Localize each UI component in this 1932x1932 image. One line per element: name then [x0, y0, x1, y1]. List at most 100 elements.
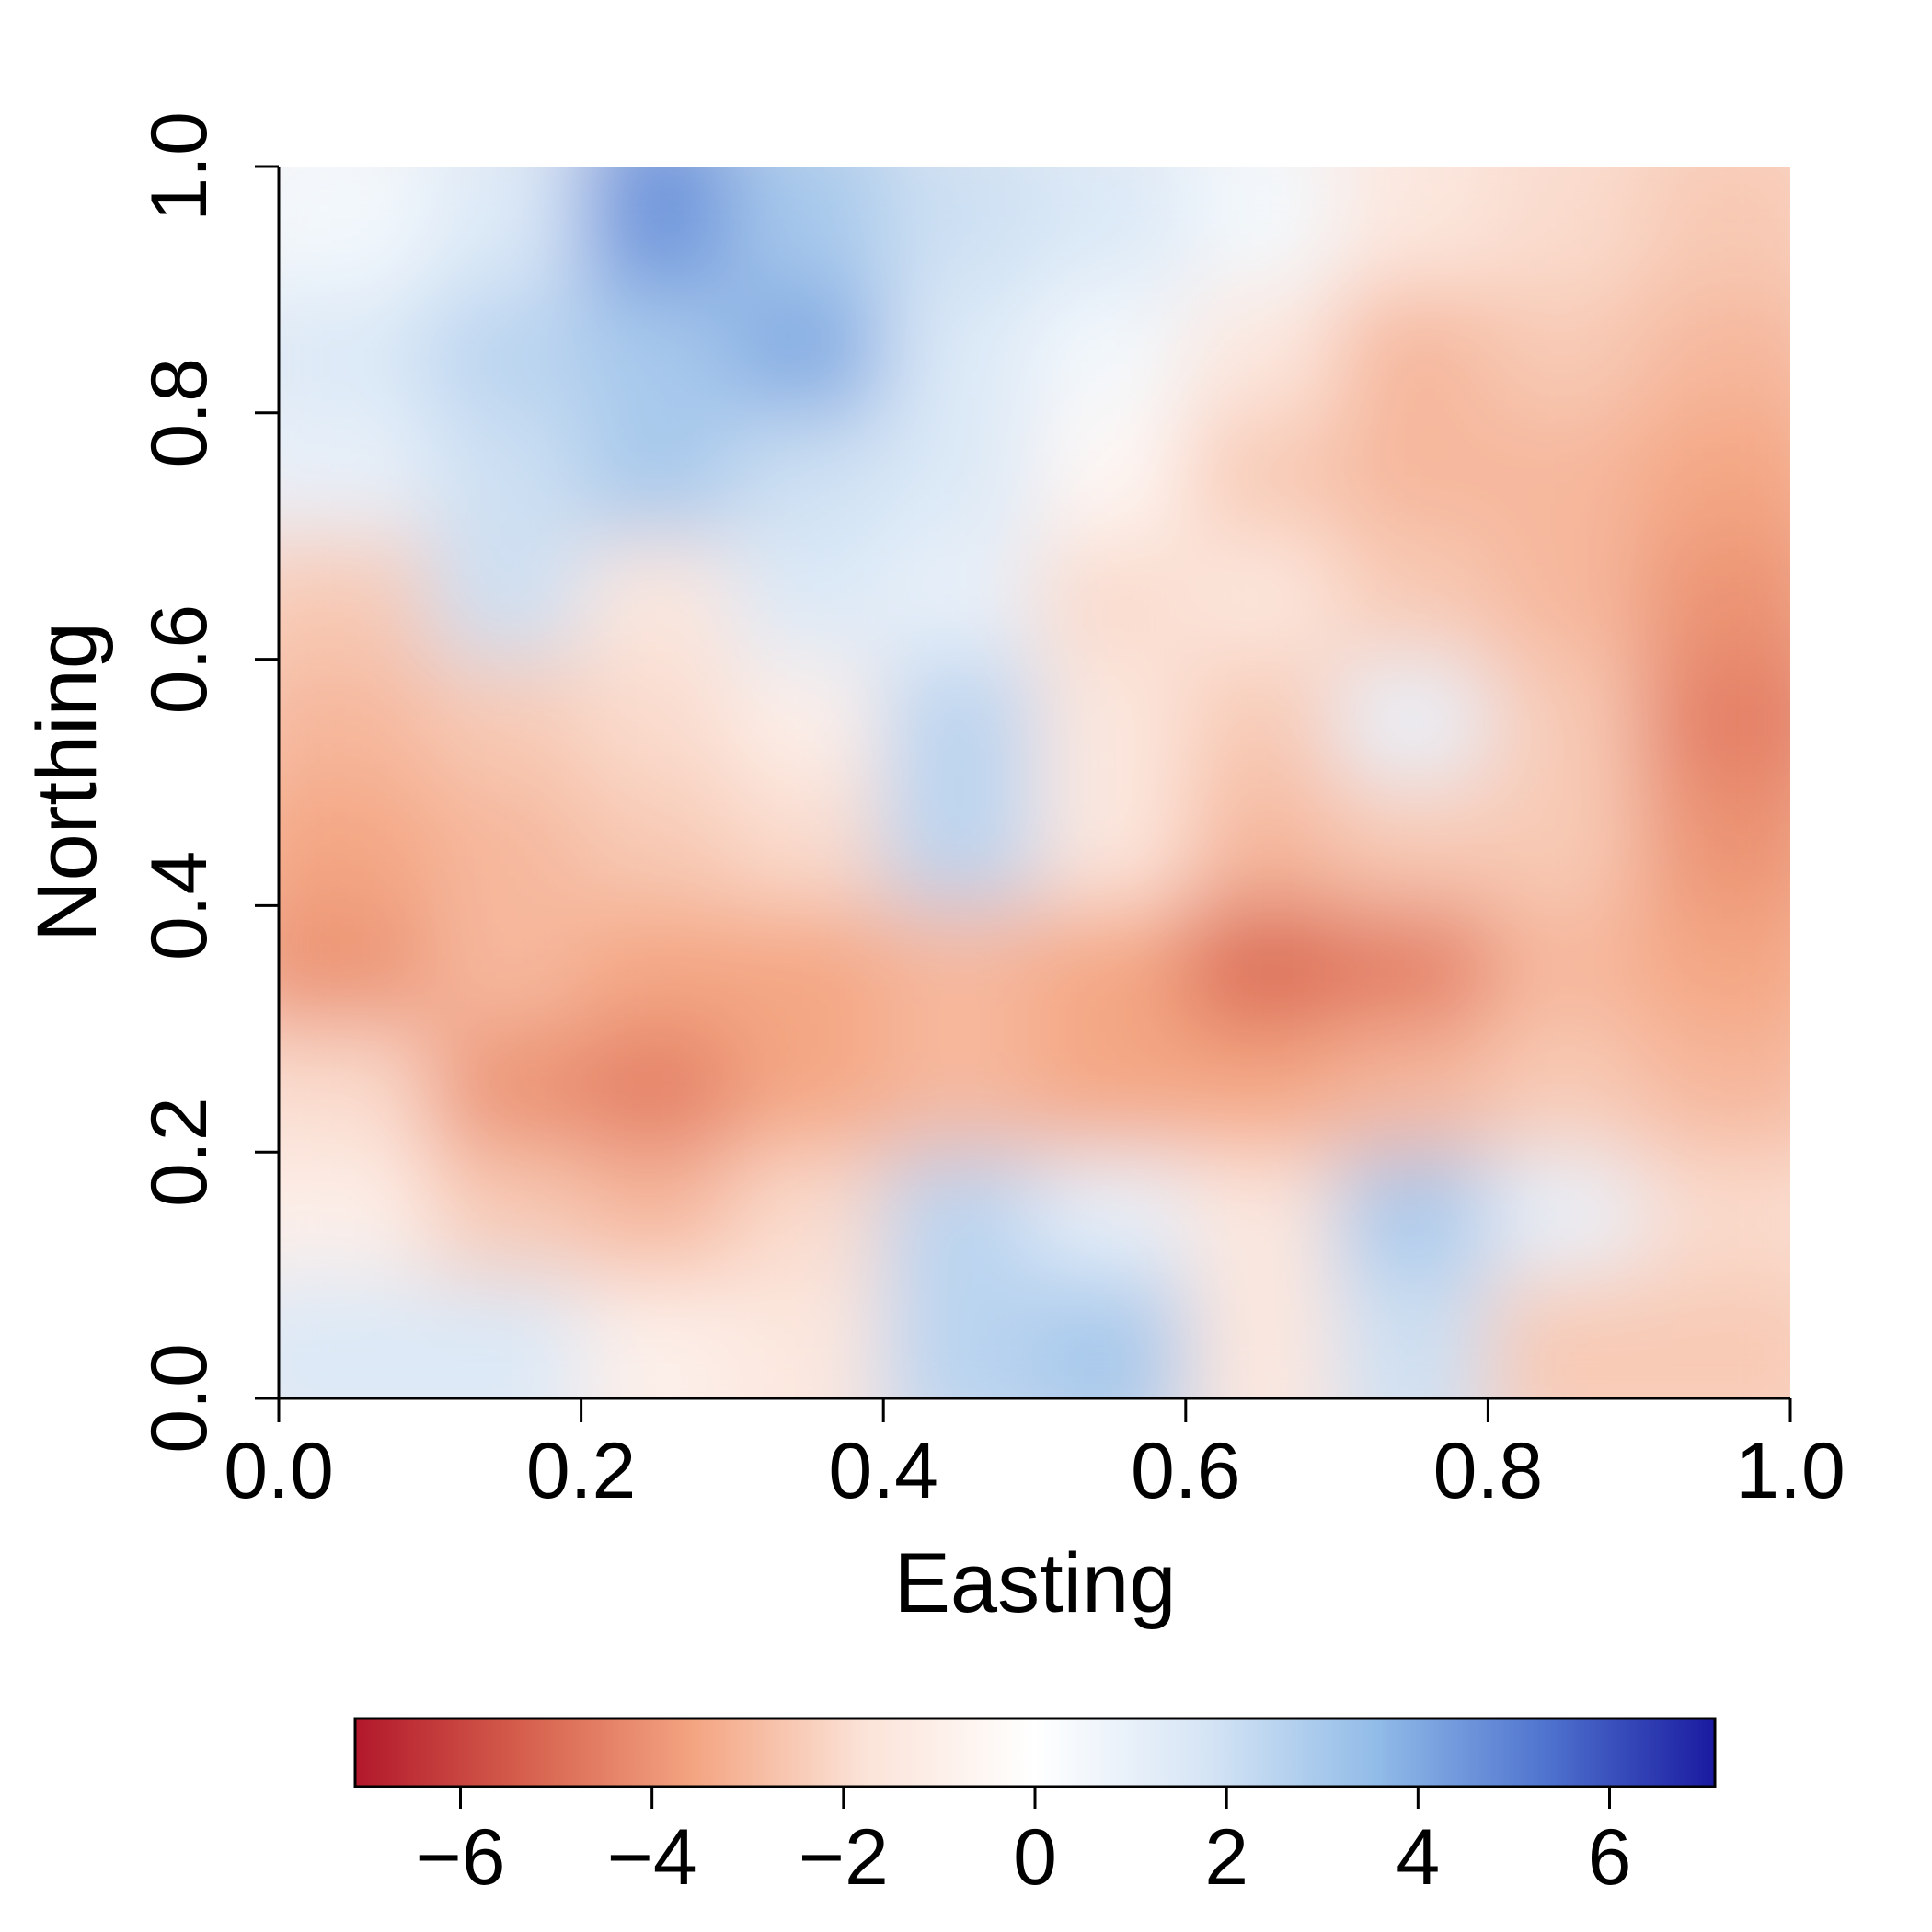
- heatmap-cell: [1639, 412, 1790, 537]
- heatmap-cell: [1185, 782, 1339, 907]
- colorbar-tick-label: 2: [1204, 1813, 1248, 1902]
- heatmap-cell: [883, 1029, 1036, 1154]
- colorbar-bar: [353, 1717, 1717, 1788]
- heatmap-cell: [1185, 1029, 1339, 1154]
- x-axis-title: Easting: [894, 1536, 1177, 1630]
- heatmap-cell: [1639, 905, 1790, 1030]
- heatmap-cell: [883, 782, 1036, 907]
- heatmap-cell: [1185, 659, 1339, 784]
- heatmap-cell: [1488, 1029, 1640, 1154]
- heatmap-cell: [1488, 905, 1640, 1030]
- heatmap-cell: [1488, 289, 1640, 414]
- heatmap-cell: [883, 659, 1036, 784]
- heatmap-cell: [1337, 905, 1489, 1030]
- heatmap-cell: [279, 1029, 431, 1154]
- heatmap-cell: [581, 905, 733, 1030]
- heatmap-cell: [1034, 1152, 1187, 1277]
- y-axis-ticks: 0.0 0.2 0.4 0.6 0.8 1.0: [135, 111, 279, 1454]
- heatmap-cell: [430, 905, 582, 1030]
- heatmap-cell: [1034, 905, 1187, 1030]
- heatmap-cell: [581, 167, 733, 291]
- heatmap-cell: [581, 1029, 733, 1154]
- heatmap-cell: [1337, 1152, 1489, 1277]
- colorbar: −6 −4 −2 0 2 4 6: [353, 1717, 1717, 1902]
- heatmap-cell: [430, 659, 582, 784]
- heatmap-cell: [883, 1152, 1036, 1277]
- heatmap-cell: [1337, 1275, 1489, 1398]
- x-tick-label: 0.6: [1131, 1427, 1241, 1515]
- heatmap-cell: [1488, 782, 1640, 907]
- heatmap-cell: [1337, 659, 1489, 784]
- heatmap-cell: [731, 535, 885, 661]
- heatmap-cell: [279, 412, 431, 537]
- heatmap-cell: [1639, 1152, 1790, 1277]
- heatmap-cell: [1185, 535, 1339, 661]
- heatmap-cell: [581, 535, 733, 661]
- heatmap-cell: [430, 412, 582, 537]
- heatmap-cell: [883, 1275, 1036, 1398]
- colorbar-tick-label: 6: [1588, 1813, 1632, 1902]
- heatmap-cell: [279, 905, 431, 1030]
- heatmap-cell: [731, 289, 885, 414]
- heatmap-cell: [279, 1275, 431, 1398]
- heatmap-cell: [581, 659, 733, 784]
- y-axis-title: Northing: [20, 622, 114, 942]
- heatmap-cell: [1337, 535, 1489, 661]
- y-tick-label: 0.6: [135, 604, 224, 715]
- heatmap-cell: [731, 167, 885, 291]
- heatmap-cell: [731, 782, 885, 907]
- colorbar-tick-label: −2: [799, 1813, 889, 1902]
- heatmap-cell: [581, 782, 733, 907]
- y-tick-label: 0.4: [135, 851, 224, 961]
- heatmap-cell: [1185, 1152, 1339, 1277]
- heatmap-cell: [430, 167, 582, 291]
- x-axis-ticks: 0.0 0.2 0.4 0.6 0.8 1.0: [224, 1398, 1846, 1515]
- y-tick-label: 1.0: [135, 111, 224, 222]
- heatmap-cell: [581, 289, 733, 414]
- plot-panel: 0.0 0.2 0.4 0.6 0.8 1.0 0.0 0.2 0.4 0.6 0.8 1.0 Ea…: [20, 111, 1846, 1630]
- heatmap-cell: [883, 289, 1036, 414]
- heatmap-cell: [279, 1152, 431, 1277]
- heatmap-cell: [883, 167, 1036, 291]
- heatmap-cell: [1639, 1029, 1790, 1154]
- x-tick-label: 0.4: [828, 1427, 938, 1515]
- heatmap-cell: [1488, 412, 1640, 537]
- colorbar-ticks: −6 −4 −2 0 2 4 6: [415, 1787, 1631, 1902]
- heatmap-cell: [883, 905, 1036, 1030]
- heatmap-cell: [1185, 167, 1339, 291]
- heatmap-cell: [1034, 1029, 1187, 1154]
- heatmap-cell: [430, 1029, 582, 1154]
- heatmap-cell: [1337, 289, 1489, 414]
- colorbar-tick-label: −6: [415, 1813, 505, 1902]
- heatmap-cell: [1185, 412, 1339, 537]
- heatmap-cell: [1488, 535, 1640, 661]
- heatmap-cell: [581, 412, 733, 537]
- heatmap-cell: [1488, 1275, 1640, 1398]
- colorbar-tick-label: −4: [607, 1813, 697, 1902]
- heatmap-cell: [581, 1152, 733, 1277]
- x-tick-label: 0.8: [1433, 1427, 1544, 1515]
- heatmap-cell: [1034, 782, 1187, 907]
- heatmap-cell: [1034, 659, 1187, 784]
- heatmap-cell: [279, 659, 431, 784]
- heatmap-cell: [1034, 535, 1187, 661]
- heatmap-cell: [731, 1275, 885, 1398]
- heatmap-cell: [1185, 1275, 1339, 1398]
- heatmap-cell: [1488, 659, 1640, 784]
- y-tick-label: 0.0: [135, 1343, 224, 1454]
- heatmap-cell: [279, 535, 431, 661]
- heatmap-cell: [1639, 167, 1790, 291]
- heatmap-cell: [279, 167, 431, 291]
- heatmap-cell: [1488, 1152, 1640, 1277]
- heatmap-cell: [731, 1029, 885, 1154]
- heatmap-cell: [1185, 289, 1339, 414]
- x-tick-label: 0.0: [224, 1427, 334, 1515]
- heatmap-cell: [1639, 659, 1790, 784]
- heatmap-cell: [1337, 167, 1489, 291]
- heatmap-cell: [430, 782, 582, 907]
- heatmap-cell: [430, 1275, 582, 1398]
- heatmap-cell: [731, 905, 885, 1030]
- heatmap-cell: [883, 412, 1036, 537]
- heatmap-cell: [1337, 1029, 1489, 1154]
